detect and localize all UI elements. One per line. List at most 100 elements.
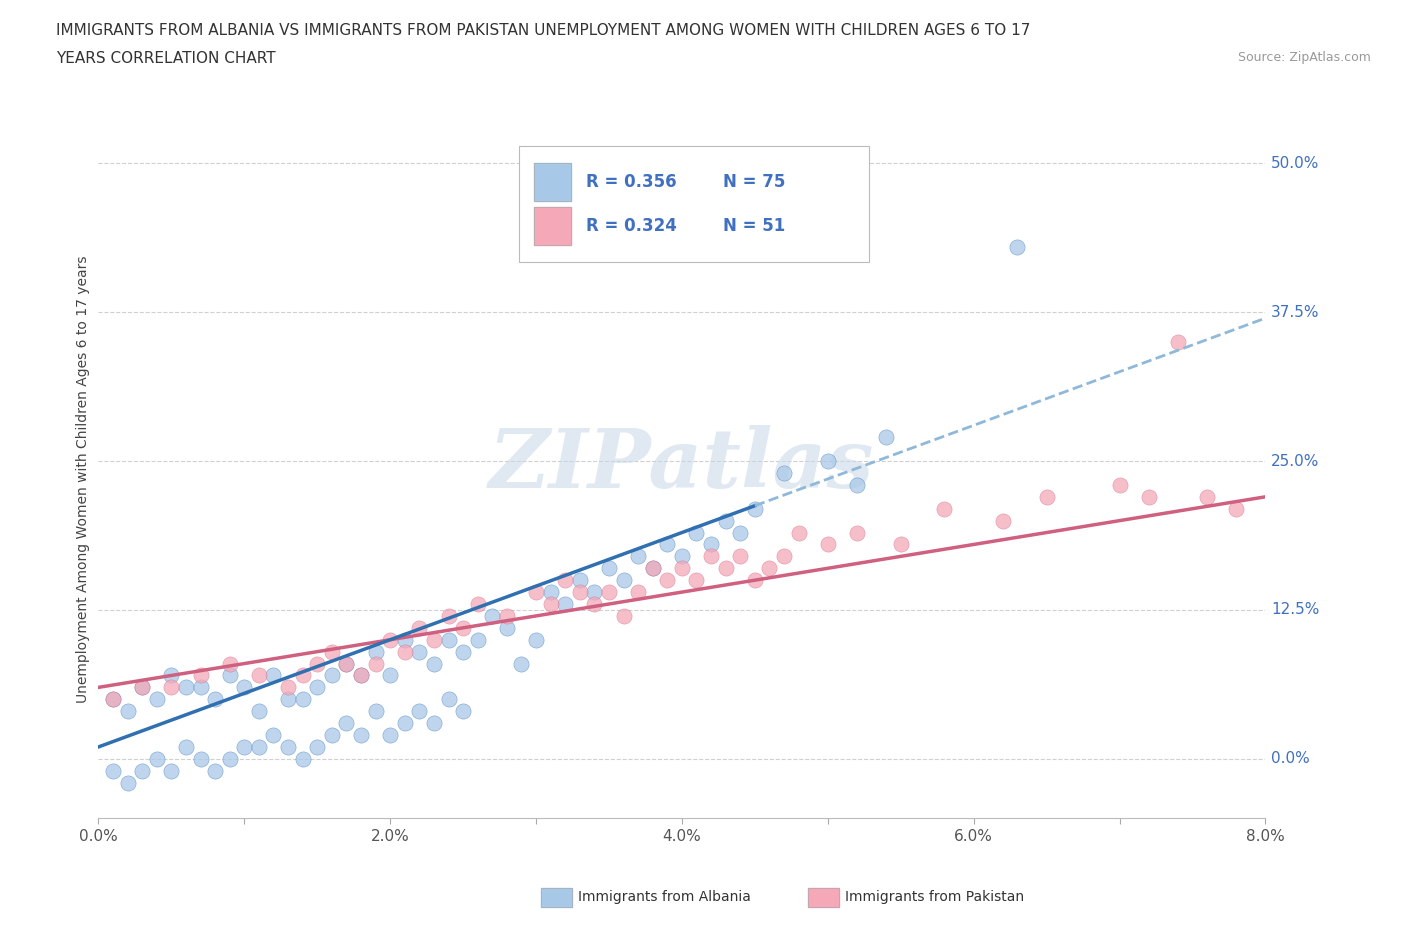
Text: Immigrants from Pakistan: Immigrants from Pakistan: [845, 890, 1024, 905]
Point: [335, 657, 357, 671]
Point: [714, 513, 737, 528]
Point: [598, 561, 620, 576]
Point: [612, 608, 634, 623]
Point: [350, 668, 373, 683]
Point: [247, 739, 270, 754]
Point: [875, 430, 897, 445]
Text: 25.0%: 25.0%: [1271, 454, 1320, 469]
Point: [307, 739, 329, 754]
Point: [262, 727, 284, 742]
Point: [190, 668, 212, 683]
Point: [321, 727, 343, 742]
Point: [146, 751, 169, 766]
Point: [744, 573, 766, 588]
Point: [307, 680, 329, 695]
Point: [247, 704, 270, 719]
Point: [685, 573, 707, 588]
Text: 0.0%: 0.0%: [1271, 751, 1310, 766]
Point: [451, 644, 474, 659]
Point: [568, 573, 591, 588]
Point: [364, 644, 387, 659]
Point: [437, 692, 460, 707]
Point: [817, 454, 839, 469]
Text: 12.5%: 12.5%: [1271, 603, 1320, 618]
Point: [481, 608, 503, 623]
Point: [101, 764, 124, 778]
Point: [378, 632, 402, 647]
Point: [218, 668, 240, 683]
Point: [510, 657, 533, 671]
Point: [262, 668, 284, 683]
Point: [190, 751, 212, 766]
Point: [117, 704, 139, 719]
Text: N = 51: N = 51: [723, 218, 785, 235]
Point: [307, 657, 329, 671]
Point: [408, 644, 430, 659]
Point: [218, 657, 240, 671]
Point: [612, 573, 634, 588]
Point: [408, 620, 430, 635]
Point: [1195, 489, 1218, 504]
Point: [554, 596, 576, 611]
Point: [714, 561, 737, 576]
Point: [101, 692, 124, 707]
Point: [378, 668, 402, 683]
Point: [700, 537, 723, 551]
Point: [467, 632, 489, 647]
Point: [657, 573, 679, 588]
Point: [817, 537, 839, 551]
Point: [641, 561, 664, 576]
Text: 50.0%: 50.0%: [1271, 156, 1320, 171]
Point: [394, 632, 416, 647]
Bar: [534, 207, 571, 245]
Point: [146, 692, 169, 707]
Point: [321, 644, 343, 659]
Point: [160, 764, 183, 778]
Point: [131, 680, 153, 695]
Point: [671, 561, 693, 576]
Point: [204, 764, 226, 778]
Point: [700, 549, 723, 564]
Point: [758, 561, 780, 576]
Text: IMMIGRANTS FROM ALBANIA VS IMMIGRANTS FROM PAKISTAN UNEMPLOYMENT AMONG WOMEN WIT: IMMIGRANTS FROM ALBANIA VS IMMIGRANTS FR…: [56, 23, 1031, 38]
Point: [1108, 477, 1130, 492]
Point: [291, 692, 314, 707]
Point: [583, 596, 606, 611]
Point: [277, 739, 299, 754]
Point: [408, 704, 430, 719]
Point: [160, 668, 183, 683]
Point: [350, 668, 373, 683]
Text: N = 75: N = 75: [723, 173, 785, 192]
Point: [524, 632, 547, 647]
Point: [101, 692, 124, 707]
Point: [627, 549, 650, 564]
Point: [598, 585, 620, 600]
Point: [437, 608, 460, 623]
Point: [204, 692, 226, 707]
Point: [554, 573, 576, 588]
Bar: [534, 207, 571, 245]
Point: [423, 716, 446, 731]
Point: [728, 525, 751, 540]
Point: [568, 585, 591, 600]
Bar: [534, 164, 571, 201]
Point: [451, 704, 474, 719]
Point: [335, 657, 357, 671]
Point: [394, 716, 416, 731]
Point: [685, 525, 707, 540]
Point: [335, 716, 357, 731]
Point: [451, 620, 474, 635]
Point: [890, 537, 912, 551]
Point: [991, 513, 1014, 528]
Point: [641, 561, 664, 576]
Point: [160, 680, 183, 695]
Text: Immigrants from Albania: Immigrants from Albania: [578, 890, 751, 905]
Point: [291, 751, 314, 766]
Text: R = 0.356: R = 0.356: [586, 173, 676, 192]
Text: 37.5%: 37.5%: [1271, 305, 1320, 320]
Point: [364, 704, 387, 719]
Point: [934, 501, 956, 516]
Point: [364, 657, 387, 671]
Point: [277, 692, 299, 707]
Text: Source: ZipAtlas.com: Source: ZipAtlas.com: [1237, 51, 1371, 64]
